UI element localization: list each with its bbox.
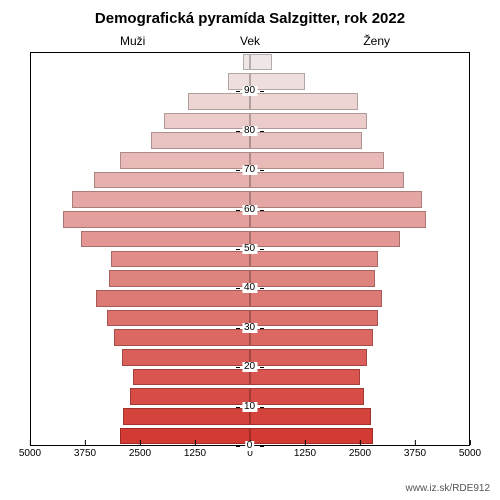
bar-male (130, 388, 250, 405)
label-age: Vek (0, 34, 500, 48)
bar-male (72, 191, 250, 208)
bar-male (94, 172, 250, 189)
bar-male (123, 408, 250, 425)
plot-area: 0102030405060708090 (30, 52, 470, 446)
credit-text: www.iz.sk/RDE912 (406, 483, 490, 494)
bars-female (250, 52, 470, 445)
x-tick-label: 2500 (349, 446, 371, 459)
bar-female (250, 388, 364, 405)
x-tick-label: 3750 (74, 446, 96, 459)
x-tick-label: 2500 (129, 446, 151, 459)
bars-male (30, 52, 250, 445)
y-tick-label: 10 (242, 402, 257, 412)
bar-female (250, 270, 375, 287)
bar-male (114, 329, 250, 346)
bar-male (133, 369, 250, 386)
y-tick-label: 40 (242, 283, 257, 293)
bar-male (122, 349, 250, 366)
bar-female (250, 113, 367, 130)
bar-male (96, 290, 250, 307)
bar-female (250, 329, 373, 346)
bar-male (107, 310, 250, 327)
y-tick-label: 30 (242, 323, 257, 333)
x-tick-label: 1250 (184, 446, 206, 459)
y-tick-label: 80 (242, 126, 257, 136)
x-tick-label: 3750 (404, 446, 426, 459)
bar-female (250, 54, 272, 71)
x-tick-label: 1250 (294, 446, 316, 459)
bar-male (120, 152, 250, 169)
bar-male (63, 211, 250, 228)
bar-female (250, 73, 305, 90)
bar-female (250, 191, 422, 208)
bar-female (250, 211, 426, 228)
bar-male (188, 93, 250, 110)
y-tick-label: 50 (242, 244, 257, 254)
x-tick-label: 5000 (459, 446, 481, 459)
chart-title: Demografická pyramída Salzgitter, rok 20… (0, 10, 500, 27)
bar-male (111, 251, 250, 268)
chart-container: Demografická pyramída Salzgitter, rok 20… (0, 0, 500, 500)
bar-female (250, 152, 384, 169)
y-tick-label: 0 (245, 441, 255, 451)
label-female: Ženy (363, 34, 390, 48)
bar-female (250, 132, 362, 149)
bar-female (250, 251, 378, 268)
y-tick-label: 60 (242, 205, 257, 215)
bar-female (250, 408, 371, 425)
bar-female (250, 290, 382, 307)
bar-male (81, 231, 250, 248)
bar-female (250, 310, 378, 327)
bar-male (109, 270, 250, 287)
bar-female (250, 349, 367, 366)
bar-female (250, 428, 373, 445)
bar-male (243, 54, 250, 71)
x-tick-label: 5000 (19, 446, 41, 459)
bar-female (250, 93, 358, 110)
bar-female (250, 369, 360, 386)
y-tick-label: 90 (242, 86, 257, 96)
bar-male (151, 132, 250, 149)
bar-male (164, 113, 250, 130)
y-tick-label: 70 (242, 165, 257, 175)
bar-female (250, 231, 400, 248)
y-tick-label: 20 (242, 362, 257, 372)
bar-female (250, 172, 404, 189)
